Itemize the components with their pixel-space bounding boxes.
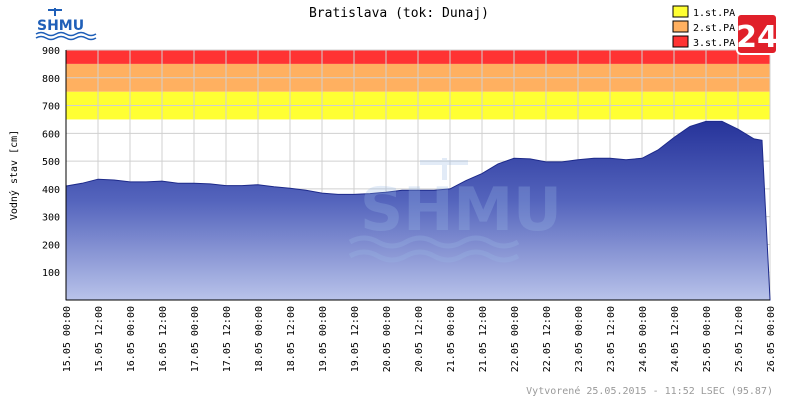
- x-tick-label: 23.05 00:00: [574, 306, 585, 372]
- x-tick-label: 26.05 00:00: [766, 306, 777, 372]
- x-tick-label: 15.05 00:00: [62, 306, 73, 372]
- x-tick-label: 16.05 00:00: [126, 306, 137, 372]
- y-tick-label: 200: [42, 240, 60, 251]
- footer-text: Vytvorené 25.05.2015 - 11:52 LSEC (95.87…: [526, 385, 773, 397]
- legend-swatch: [672, 20, 689, 33]
- shmu-watermark: SHMU: [348, 158, 562, 263]
- x-tick-label: 21.05 12:00: [478, 306, 489, 372]
- legend-label: 3.st.PA: [693, 38, 735, 49]
- y-tick-label: 600: [42, 129, 60, 140]
- corner-badge-text: 24: [736, 20, 778, 55]
- y-tick-label: 500: [42, 157, 60, 168]
- y-tick-label: 800: [42, 74, 60, 85]
- x-tick-label: 24.05 12:00: [670, 306, 681, 372]
- legend-swatch: [672, 35, 689, 48]
- x-tick-label: 21.05 00:00: [446, 306, 457, 372]
- x-tick-label: 25.05 00:00: [702, 306, 713, 372]
- corner-badge: 24: [736, 13, 778, 55]
- x-tick-label: 19.05 12:00: [350, 306, 361, 372]
- x-tick-label: 19.05 00:00: [318, 306, 329, 372]
- x-tick-label: 22.05 00:00: [510, 306, 521, 372]
- x-tick-label: 17.05 00:00: [190, 306, 201, 372]
- x-tick-label: 17.05 12:00: [222, 306, 233, 372]
- shmu-logo: SHMU: [35, 8, 97, 41]
- legend-swatch: [672, 5, 689, 18]
- legend-label: 2.st.PA: [693, 23, 735, 34]
- y-tick-label: 700: [42, 102, 60, 113]
- legend: 1.st.PA 2.st.PA 3.st.PA: [672, 5, 735, 49]
- x-tick-label: 15.05 12:00: [94, 306, 105, 372]
- x-tick-label: 18.05 12:00: [286, 306, 297, 372]
- x-tick-label: 16.05 12:00: [158, 306, 169, 372]
- water-level-area: [65, 120, 771, 301]
- logo-text: SHMU: [37, 18, 84, 34]
- y-tick-label: 900: [42, 46, 60, 57]
- x-tick-label: 24.05 00:00: [638, 306, 649, 372]
- y-tick-label: 400: [42, 185, 60, 196]
- legend-label: 1.st.PA: [693, 8, 735, 19]
- x-tick-label: 20.05 12:00: [414, 306, 425, 372]
- x-tick-label: 22.05 12:00: [542, 306, 553, 372]
- y-axis-label: Vodný stav [cm]: [8, 130, 20, 220]
- y-tick-label: 100: [42, 268, 60, 279]
- chart-title: Bratislava (tok: Dunaj): [309, 6, 489, 21]
- y-tick-label: 300: [42, 213, 60, 224]
- x-tick-label: 18.05 00:00: [254, 306, 265, 372]
- x-tick-label: 25.05 12:00: [734, 306, 745, 372]
- watermark-text: SHMU: [360, 175, 562, 245]
- x-tick-label: 20.05 00:00: [382, 306, 393, 372]
- x-tick-label: 23.05 12:00: [606, 306, 617, 372]
